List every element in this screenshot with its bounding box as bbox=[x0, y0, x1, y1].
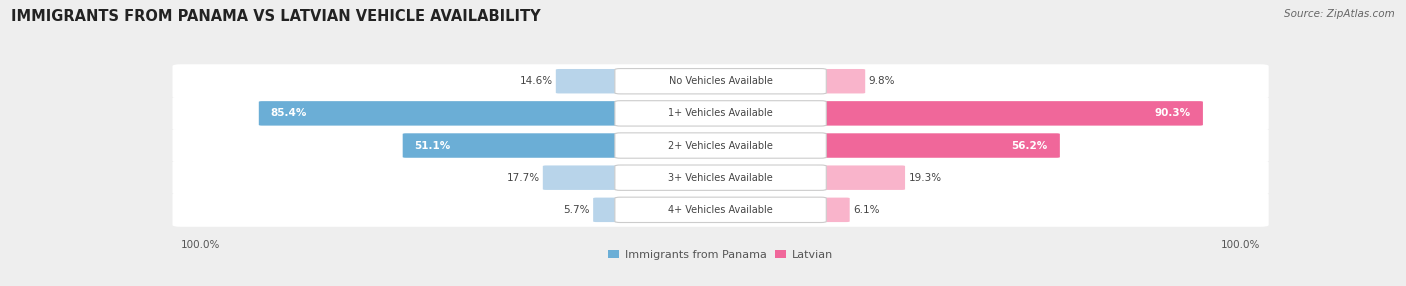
Text: 4+ Vehicles Available: 4+ Vehicles Available bbox=[668, 205, 773, 215]
Text: 9.8%: 9.8% bbox=[869, 76, 896, 86]
Text: 17.7%: 17.7% bbox=[506, 173, 540, 183]
FancyBboxPatch shape bbox=[173, 129, 1268, 162]
Text: No Vehicles Available: No Vehicles Available bbox=[669, 76, 772, 86]
Text: 19.3%: 19.3% bbox=[908, 173, 942, 183]
FancyBboxPatch shape bbox=[817, 165, 905, 190]
Text: 100.0%: 100.0% bbox=[181, 240, 221, 250]
FancyBboxPatch shape bbox=[817, 69, 865, 94]
Legend: Immigrants from Panama, Latvian: Immigrants from Panama, Latvian bbox=[607, 250, 834, 260]
FancyBboxPatch shape bbox=[817, 101, 1204, 126]
FancyBboxPatch shape bbox=[173, 161, 1268, 195]
Text: 2+ Vehicles Available: 2+ Vehicles Available bbox=[668, 140, 773, 150]
FancyBboxPatch shape bbox=[817, 133, 1060, 158]
FancyBboxPatch shape bbox=[555, 69, 624, 94]
Text: 5.7%: 5.7% bbox=[564, 205, 591, 215]
FancyBboxPatch shape bbox=[173, 193, 1268, 227]
Text: 6.1%: 6.1% bbox=[853, 205, 879, 215]
FancyBboxPatch shape bbox=[614, 197, 827, 223]
FancyBboxPatch shape bbox=[593, 198, 624, 222]
FancyBboxPatch shape bbox=[402, 133, 624, 158]
FancyBboxPatch shape bbox=[614, 101, 827, 126]
FancyBboxPatch shape bbox=[173, 96, 1268, 130]
Text: Source: ZipAtlas.com: Source: ZipAtlas.com bbox=[1284, 9, 1395, 19]
FancyBboxPatch shape bbox=[259, 101, 624, 126]
Text: 90.3%: 90.3% bbox=[1154, 108, 1191, 118]
FancyBboxPatch shape bbox=[543, 165, 624, 190]
FancyBboxPatch shape bbox=[817, 198, 849, 222]
Text: 85.4%: 85.4% bbox=[271, 108, 307, 118]
Text: 14.6%: 14.6% bbox=[519, 76, 553, 86]
Text: 3+ Vehicles Available: 3+ Vehicles Available bbox=[668, 173, 773, 183]
FancyBboxPatch shape bbox=[614, 165, 827, 190]
Text: 56.2%: 56.2% bbox=[1012, 140, 1047, 150]
Text: IMMIGRANTS FROM PANAMA VS LATVIAN VEHICLE AVAILABILITY: IMMIGRANTS FROM PANAMA VS LATVIAN VEHICL… bbox=[11, 9, 541, 23]
Text: 100.0%: 100.0% bbox=[1220, 240, 1260, 250]
Text: 1+ Vehicles Available: 1+ Vehicles Available bbox=[668, 108, 773, 118]
FancyBboxPatch shape bbox=[614, 133, 827, 158]
FancyBboxPatch shape bbox=[173, 64, 1268, 98]
Text: 51.1%: 51.1% bbox=[415, 140, 451, 150]
FancyBboxPatch shape bbox=[614, 69, 827, 94]
